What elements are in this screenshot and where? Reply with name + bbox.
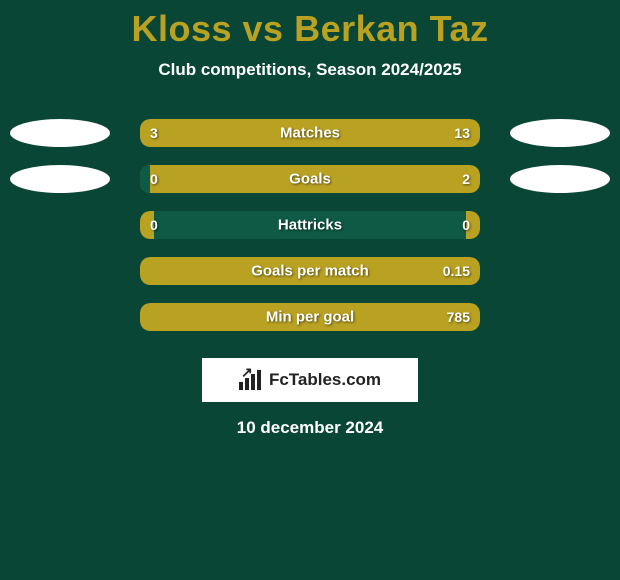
player-left-marker <box>10 165 110 193</box>
stat-row: 313Matches <box>0 110 620 156</box>
page-title: Kloss vs Berkan Taz <box>0 0 620 50</box>
bar-track: 0.15Goals per match <box>140 257 480 285</box>
logo-chart-icon: ↗ <box>239 370 263 390</box>
subtitle: Club competitions, Season 2024/2025 <box>0 60 620 80</box>
player-right-marker <box>510 165 610 193</box>
bar-track: 313Matches <box>140 119 480 147</box>
stat-row: 00Hattricks <box>0 202 620 248</box>
stat-row: 785Min per goal <box>0 294 620 340</box>
bar-track: 00Hattricks <box>140 211 480 239</box>
fctables-logo: ↗ FcTables.com <box>202 358 418 402</box>
player-left-marker <box>10 119 110 147</box>
bar-track: 02Goals <box>140 165 480 193</box>
bar-right-fill <box>466 211 480 239</box>
bar-track: 785Min per goal <box>140 303 480 331</box>
bar-left-fill <box>140 211 154 239</box>
player-right-marker <box>510 119 610 147</box>
date-label: 10 december 2024 <box>0 418 620 438</box>
stat-row: 02Goals <box>0 156 620 202</box>
logo-text: FcTables.com <box>269 370 381 390</box>
stat-row: 0.15Goals per match <box>0 248 620 294</box>
comparison-chart: 313Matches 02Goals 00Hattricks 0.15Goals pe… <box>0 110 620 340</box>
